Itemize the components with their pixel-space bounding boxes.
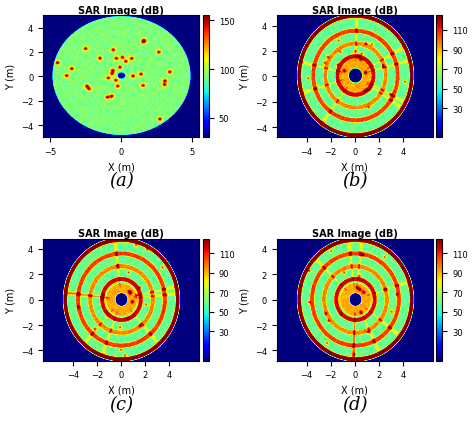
Text: (c): (c)	[109, 395, 133, 413]
X-axis label: X (m): X (m)	[341, 162, 368, 172]
X-axis label: X (m): X (m)	[108, 162, 135, 172]
Text: (a): (a)	[109, 172, 134, 190]
Y-axis label: Y (m): Y (m)	[239, 64, 249, 90]
X-axis label: X (m): X (m)	[108, 385, 135, 395]
Y-axis label: Y (m): Y (m)	[6, 287, 16, 313]
Text: (d): (d)	[342, 395, 367, 413]
Y-axis label: Y (m): Y (m)	[6, 64, 16, 90]
Title: SAR Image (dB): SAR Image (dB)	[312, 6, 398, 15]
X-axis label: X (m): X (m)	[341, 385, 368, 395]
Title: SAR Image (dB): SAR Image (dB)	[312, 228, 398, 238]
Y-axis label: Y (m): Y (m)	[239, 287, 249, 313]
Title: SAR Image (dB): SAR Image (dB)	[78, 228, 164, 238]
Title: SAR Image (dB): SAR Image (dB)	[78, 6, 164, 15]
Text: (b): (b)	[342, 172, 367, 190]
